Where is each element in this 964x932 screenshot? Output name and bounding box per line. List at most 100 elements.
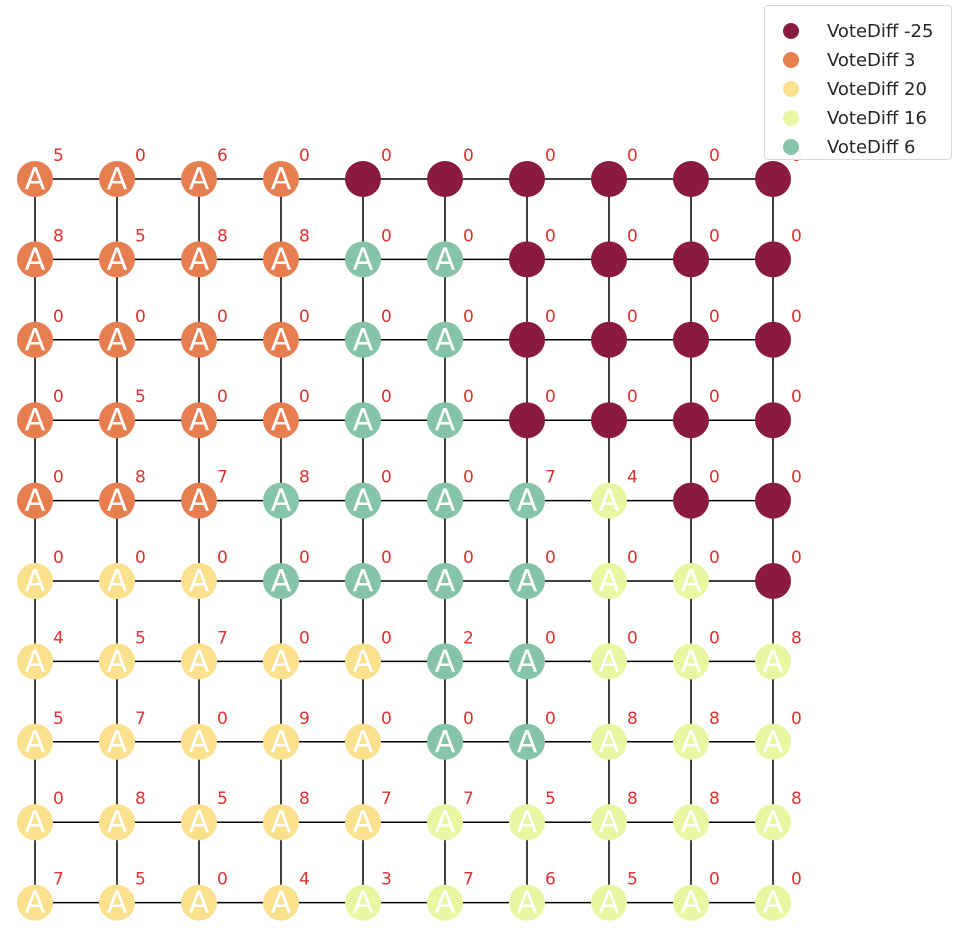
node-number: 0 (53, 387, 64, 407)
node-number: 0 (299, 307, 310, 327)
grid-node (99, 804, 135, 841)
node-number: 0 (381, 628, 392, 648)
grid-node (263, 723, 299, 760)
node-letter: A (189, 805, 210, 840)
node-number: 0 (381, 307, 392, 327)
grid-node (17, 321, 53, 358)
grid-node (263, 402, 299, 439)
grid-node (427, 321, 463, 358)
node-number: 8 (791, 628, 802, 648)
node-number: 0 (299, 146, 310, 166)
grid-node (17, 884, 53, 921)
node-number: 0 (217, 870, 228, 890)
grid-node (181, 643, 217, 680)
grid-node (17, 723, 53, 760)
node-letter: A (599, 564, 620, 599)
node-letter: A (517, 805, 538, 840)
node-number: 0 (709, 387, 720, 407)
legend-swatch (783, 139, 799, 155)
grid-node (591, 884, 627, 921)
node-number: 0 (627, 226, 638, 246)
grid-node (345, 482, 381, 519)
grid-node (673, 161, 709, 197)
node-number: 0 (381, 709, 392, 729)
grid-node (181, 804, 217, 841)
node-letter: A (107, 484, 128, 519)
node-number: 0 (135, 548, 146, 568)
node-letter: A (353, 403, 374, 438)
grid-node (263, 563, 299, 599)
node-letter: A (271, 242, 292, 277)
node-number: 0 (463, 226, 474, 246)
node-letter: A (435, 403, 456, 438)
node-letter: A (189, 242, 210, 277)
grid-node (591, 643, 627, 680)
node-number: 0 (463, 146, 474, 166)
node-number: 7 (53, 870, 64, 890)
grid-node (673, 804, 709, 841)
node-letter: A (25, 242, 46, 277)
node-number: 4 (627, 468, 638, 488)
grid-node (755, 402, 791, 439)
node-letter: A (763, 644, 784, 679)
grid-node (345, 884, 381, 921)
node-number: 5 (135, 226, 146, 246)
grid-node (17, 241, 53, 278)
grid-node (673, 321, 709, 358)
grid-node (509, 563, 545, 599)
grid-node (673, 402, 709, 439)
grid-node (591, 321, 627, 358)
grid-node (427, 241, 463, 278)
grid-node (427, 563, 463, 599)
node-number: 0 (709, 870, 720, 890)
grid-node (99, 723, 135, 760)
node-letter: A (271, 725, 292, 760)
node-letter: A (763, 725, 784, 760)
grid-node (591, 482, 627, 519)
grid-node (345, 161, 381, 197)
grid-node (181, 161, 217, 197)
grid-node (345, 643, 381, 680)
node-letter: A (353, 484, 374, 519)
grid-node (99, 321, 135, 358)
legend-swatch (783, 81, 799, 97)
node-letter: A (517, 644, 538, 679)
node-number: 4 (299, 870, 310, 890)
node-number: 0 (627, 548, 638, 568)
node-number: 0 (217, 548, 228, 568)
grid-node (427, 402, 463, 439)
grid-node (755, 804, 791, 841)
node-letter: A (271, 805, 292, 840)
grid-node (17, 643, 53, 680)
grid-node (755, 884, 791, 921)
node-letter: A (599, 484, 620, 519)
node-letter: A (353, 805, 374, 840)
node-letter: A (107, 564, 128, 599)
node-number: 8 (627, 789, 638, 809)
node-letter: A (271, 644, 292, 679)
grid-node (181, 482, 217, 519)
grid-node (181, 241, 217, 278)
grid-node (509, 804, 545, 841)
node-letter: A (681, 725, 702, 760)
grid-node (509, 241, 545, 278)
node-letter: A (271, 564, 292, 599)
grid-node (181, 884, 217, 921)
grid-node (673, 241, 709, 278)
node-letter: A (189, 725, 210, 760)
grid-node (345, 804, 381, 841)
node-number: 8 (709, 709, 720, 729)
node-number: 0 (709, 468, 720, 488)
grid-node (263, 161, 299, 197)
node-letter: A (435, 323, 456, 358)
grid-node (99, 241, 135, 278)
node-number: 8 (135, 468, 146, 488)
legend-label: VoteDiff 6 (827, 136, 916, 158)
node-number: 0 (627, 628, 638, 648)
node-number: 0 (463, 468, 474, 488)
grid-node (17, 804, 53, 841)
legend-label: VoteDiff -25 (827, 20, 934, 42)
node-number: 0 (463, 709, 474, 729)
node-letter: A (107, 162, 128, 197)
